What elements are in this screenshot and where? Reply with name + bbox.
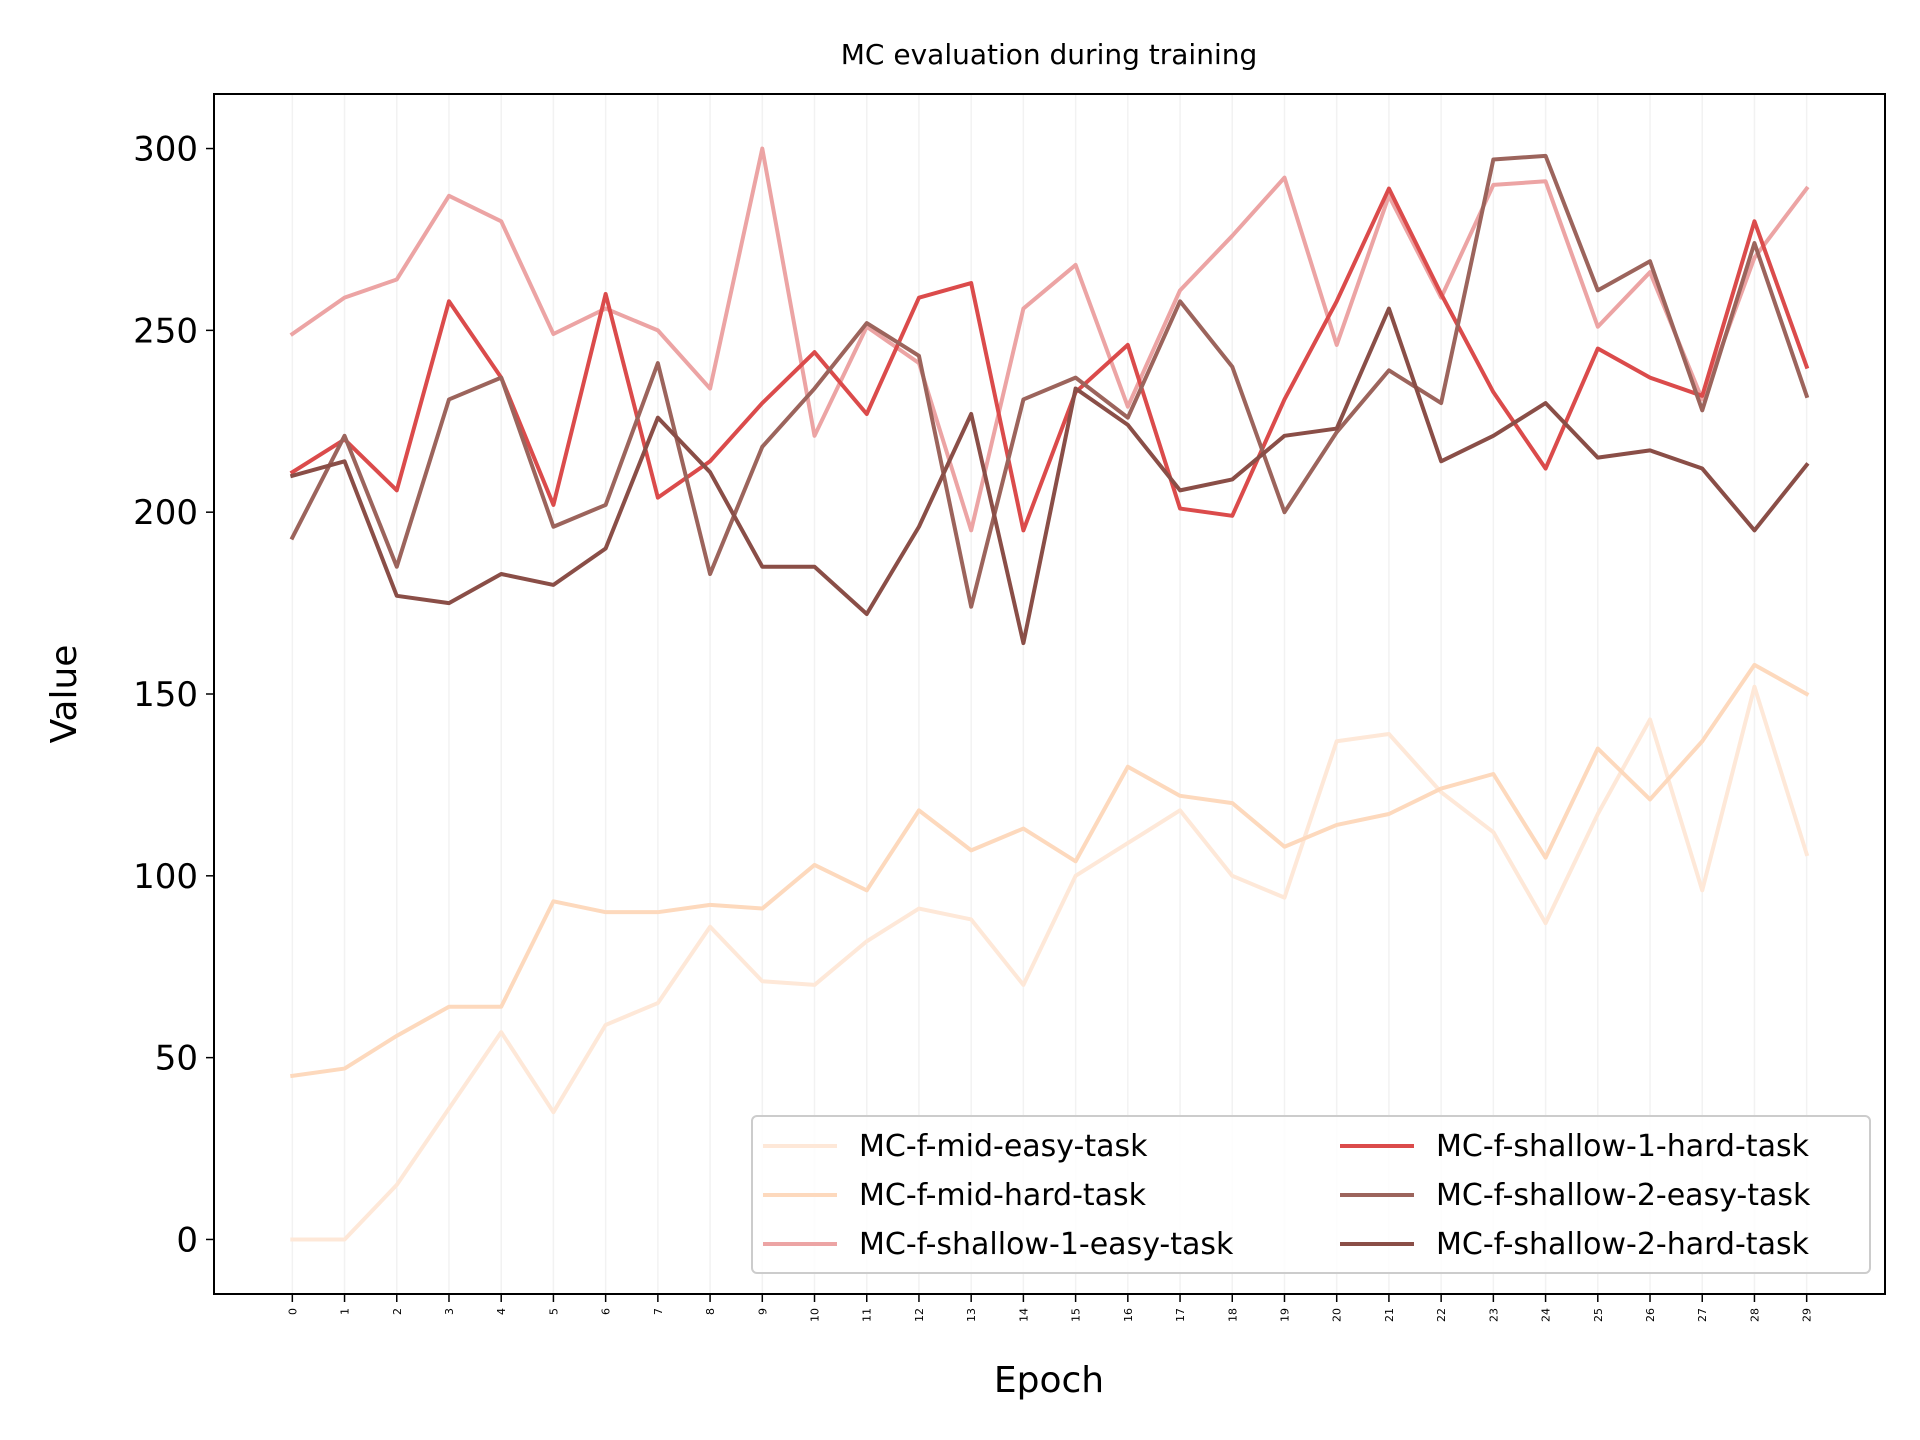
x-tick-label: 9 [756,1308,769,1315]
x-tick-label: 12 [913,1308,926,1322]
x-tick-label: 7 [652,1308,665,1315]
x-tick-label: 3 [443,1308,456,1315]
legend-label: MC-f-mid-easy-task [859,1129,1148,1164]
series-line-MC-f-shallow-2-hard-task [289,306,1810,646]
series-line-MC-f-mid-hard-task [290,662,1810,1079]
y-tick-label: 100 [133,857,198,897]
x-tick-label: 0 [286,1308,299,1315]
x-tick-label: 14 [1017,1308,1030,1322]
x-tick-label: 16 [1122,1308,1135,1322]
x-tick-label: 6 [600,1308,613,1315]
grid-lines [291,94,1808,1294]
legend-label: MC-f-shallow-2-easy-task [1436,1178,1811,1213]
y-tick-label: 300 [133,130,198,170]
x-tick-label: 17 [1174,1308,1187,1322]
series-line-MC-f-mid-easy-task [290,684,1810,1242]
x-tick-label: 24 [1540,1308,1553,1322]
y-tick-label: 150 [133,675,198,715]
y-tick-label: 250 [133,311,198,351]
y-axis-label: Value [44,645,85,744]
x-tick-label: 18 [1226,1308,1239,1322]
y-tick-label: 200 [133,493,198,533]
legend-label: MC-f-mid-hard-task [859,1178,1147,1213]
x-tick-label: 10 [809,1308,822,1322]
legend-label: MC-f-shallow-2-hard-task [1436,1227,1810,1262]
chart-title: MC evaluation during training [841,38,1258,71]
x-tick-label: 5 [547,1308,560,1315]
x-tick-label: 22 [1435,1308,1448,1322]
x-tick-label: 1 [339,1308,352,1315]
x-tick-label: 20 [1331,1308,1344,1322]
x-tick-label: 26 [1644,1308,1657,1322]
y-axis-ticks: 0 50 100 150 200 250 300 [133,130,214,1260]
series-line-MC-f-shallow-1-hard-task [289,186,1810,533]
x-tick-label: 8 [704,1308,717,1315]
series-line-MC-f-shallow-1-easy-task [289,146,1810,533]
x-tick-label: 28 [1748,1308,1761,1322]
x-tick-label: 4 [495,1308,508,1315]
legend: MC-f-mid-easy-task MC-f-mid-hard-task MC-f… [751,1115,1871,1274]
x-tick-label: 21 [1383,1308,1396,1322]
x-tick-label: 27 [1696,1308,1709,1322]
legend-label: MC-f-shallow-1-hard-task [1436,1129,1810,1164]
y-tick-label: 0 [176,1220,198,1260]
legend-label: MC-f-shallow-1-easy-task [859,1227,1234,1262]
x-tick-label: 13 [965,1308,978,1322]
x-tick-label: 2 [391,1308,404,1315]
x-axis-ticks: 0 1 2 3 4 5 6 7 8 9 10 11 12 13 14 15 16 17 18 19 20 21 22 23 24… [286,1294,1814,1322]
legend-box [751,1115,1871,1274]
series-line-MC-f-shallow-2-easy-task [289,153,1810,609]
series-lines [289,146,1810,1242]
x-tick-label: 19 [1278,1308,1291,1322]
x-tick-label: 25 [1592,1308,1605,1322]
x-tick-label: 11 [861,1308,874,1322]
x-axis-label: Epoch [994,1360,1104,1401]
x-tick-label: 23 [1487,1308,1500,1322]
y-tick-label: 50 [155,1039,198,1079]
x-tick-label: 29 [1801,1308,1814,1322]
x-tick-label: 15 [1070,1308,1083,1322]
